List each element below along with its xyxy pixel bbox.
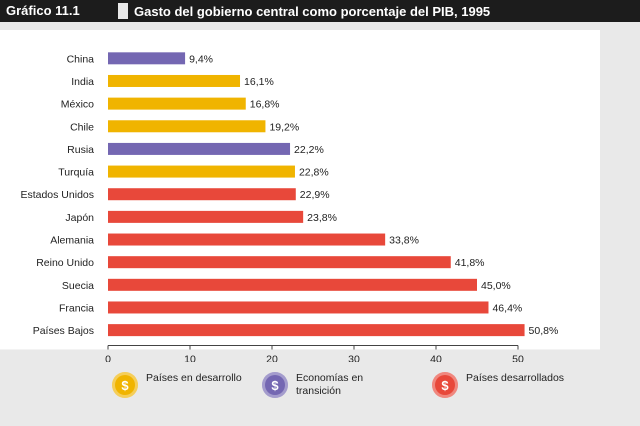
chart-title: Gasto del gobierno central como porcenta… [134, 4, 491, 19]
bar [108, 97, 246, 110]
bar [108, 52, 186, 65]
category-label: Chile [70, 121, 94, 133]
value-label: 41,8% [455, 257, 485, 269]
bar [108, 120, 266, 133]
category-label: Reino Unido [36, 257, 94, 269]
category-label: Estados Unidos [20, 189, 94, 201]
category-label: India [71, 76, 94, 88]
legend-label-transicion: Economías en transición [296, 372, 364, 397]
bar [108, 165, 295, 178]
bar [108, 301, 489, 314]
value-label: 33,8% [389, 235, 419, 247]
value-label: 9,4% [189, 53, 213, 65]
value-label: 22,8% [299, 167, 329, 179]
legend-item-transicion: $ Economías en transición [262, 372, 406, 398]
header-separator [118, 3, 128, 19]
category-label: China [67, 53, 95, 65]
category-label: Alemania [50, 235, 94, 247]
category-label: Países Bajos [33, 325, 94, 337]
value-label: 46,4% [492, 302, 522, 314]
x-tick-label: 30 [348, 353, 360, 362]
category-label: Francia [59, 302, 94, 314]
category-label: Rusia [67, 144, 94, 156]
bar [108, 324, 525, 337]
value-label: 22,9% [300, 189, 330, 201]
bar [108, 188, 296, 201]
legend-item-desarrollados: $ Países desarrollados [432, 372, 576, 398]
legend-label-desarrollo: Países en desarrollo [146, 372, 242, 384]
bar [108, 142, 291, 155]
money-bag-icon: $ [262, 372, 288, 398]
bar [108, 210, 304, 223]
money-bag-icon: $ [112, 372, 138, 398]
legend-label-desarrollados: Países desarrollados [466, 372, 565, 384]
x-tick-label: 0 [105, 353, 111, 362]
value-label: 22,2% [294, 144, 324, 156]
legend-item-desarrollo: $ Países en desarrollo [112, 372, 256, 398]
bar [108, 278, 477, 291]
chart-header: Gráfico 11.1 Gasto del gobierno central … [0, 0, 640, 22]
bar-chart: China 9,4% India 16,1% México 16,8% Chile 19,2%… [0, 30, 600, 362]
value-label: 16,1% [244, 76, 274, 88]
category-label: México [61, 99, 94, 111]
value-label: 45,0% [481, 280, 511, 292]
x-tick-label: 40 [430, 353, 442, 362]
bar [108, 74, 241, 87]
value-label: 23,8% [307, 212, 337, 224]
category-label: Suecia [62, 280, 94, 292]
category-label: Japón [65, 212, 94, 224]
value-label: 50,8% [529, 325, 559, 337]
bar [108, 233, 386, 246]
x-tick-label: 20 [266, 353, 278, 362]
value-label: 16,8% [250, 99, 280, 111]
plot-background [0, 30, 600, 350]
category-label: Turquía [58, 167, 94, 179]
value-label: 19,2% [269, 121, 299, 133]
money-bag-icon: $ [432, 372, 458, 398]
bar [108, 256, 451, 269]
x-tick-label: 10 [184, 353, 196, 362]
figure-number: Gráfico 11.1 [6, 3, 80, 18]
x-tick-label: 50 [512, 353, 524, 362]
